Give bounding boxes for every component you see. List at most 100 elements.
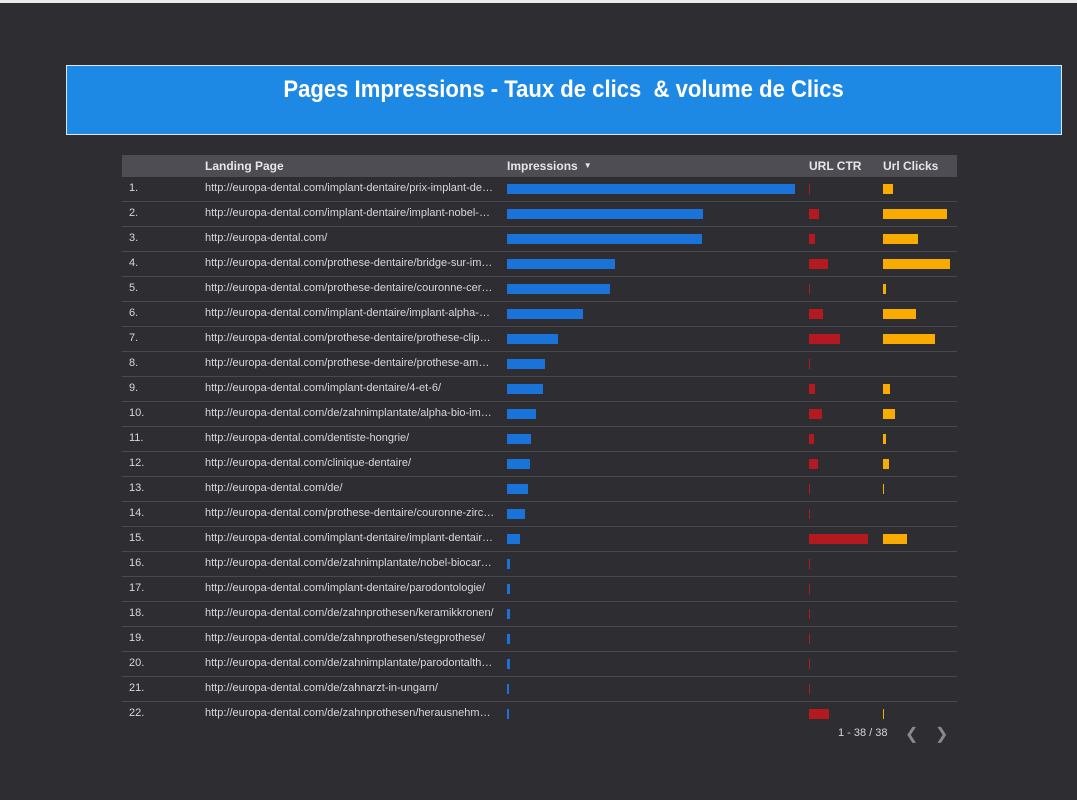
impressions-bar bbox=[507, 484, 528, 494]
table-row[interactable]: 1. http://europa-dental.com/implant-denta… bbox=[122, 177, 957, 202]
landing-page-url: http://europa-dental.com/prothese-dentai… bbox=[205, 507, 495, 519]
chevron-right-icon[interactable]: ❯ bbox=[935, 726, 949, 743]
ctr-bar bbox=[809, 259, 828, 269]
impressions-bar bbox=[507, 259, 615, 269]
table-row[interactable]: 9. http://europa-dental.com/implant-denta… bbox=[122, 377, 957, 402]
impressions-bar bbox=[507, 634, 510, 644]
impressions-bar bbox=[507, 684, 509, 694]
clicks-bar bbox=[883, 709, 884, 719]
row-index: 22. bbox=[129, 707, 145, 719]
impressions-bar bbox=[507, 584, 510, 594]
clicks-bar bbox=[883, 234, 918, 244]
top-edge-line bbox=[0, 0, 1077, 3]
row-index: 17. bbox=[129, 582, 145, 594]
landing-page-url: http://europa-dental.com/clinique-dentai… bbox=[205, 457, 412, 469]
impressions-bar bbox=[507, 434, 531, 444]
landing-page-url: http://europa-dental.com/de/zahnimplanta… bbox=[205, 657, 495, 669]
landing-page-url: http://europa-dental.com/prothese-dentai… bbox=[205, 332, 495, 344]
table-row[interactable]: 13. http://europa-dental.com/de/ bbox=[122, 477, 957, 502]
impressions-bar bbox=[507, 534, 520, 544]
row-index: 7. bbox=[129, 332, 139, 344]
table-row[interactable]: 14. http://europa-dental.com/prothese-den… bbox=[122, 502, 957, 527]
clicks-bar bbox=[883, 209, 947, 219]
ctr-bar bbox=[809, 409, 822, 419]
landing-page-url: http://europa-dental.com/prothese-dentai… bbox=[205, 257, 495, 269]
column-header-url-ctr[interactable]: URL CTR bbox=[809, 159, 862, 173]
clicks-bar bbox=[883, 459, 889, 469]
table-row[interactable]: 2. http://europa-dental.com/implant-denta… bbox=[122, 202, 957, 227]
row-index: 8. bbox=[129, 357, 139, 369]
clicks-bar bbox=[883, 184, 893, 194]
table-row[interactable]: 18. http://europa-dental.com/de/zahnproth… bbox=[122, 602, 957, 627]
table-row[interactable]: 4. http://europa-dental.com/prothese-dent… bbox=[122, 252, 957, 277]
ctr-bar bbox=[809, 384, 815, 394]
ctr-bar bbox=[809, 709, 829, 719]
pagination-status: 1 - 38 / 38 bbox=[838, 727, 888, 739]
table-row[interactable]: 8. http://europa-dental.com/prothese-dent… bbox=[122, 352, 957, 377]
landing-page-url: http://europa-dental.com/de/zahnarzt-in-… bbox=[205, 682, 438, 694]
row-index: 19. bbox=[129, 632, 145, 644]
landing-page-url: http://europa-dental.com/de/ bbox=[205, 482, 343, 494]
landing-page-url: http://europa-dental.com/implant-dentair… bbox=[205, 382, 442, 394]
table-row[interactable]: 7. http://europa-dental.com/prothese-dent… bbox=[122, 327, 957, 352]
clicks-bar bbox=[883, 434, 886, 444]
table-row[interactable]: 16. http://europa-dental.com/de/zahnimpla… bbox=[122, 552, 957, 577]
table-row[interactable]: 19. http://europa-dental.com/de/zahnproth… bbox=[122, 627, 957, 652]
ctr-bar bbox=[809, 559, 810, 569]
row-index: 9. bbox=[129, 382, 139, 394]
ctr-bar bbox=[809, 359, 810, 369]
column-header-impressions-label: Impressions bbox=[507, 159, 578, 173]
table-row[interactable]: 15. http://europa-dental.com/implant-dent… bbox=[122, 527, 957, 552]
ctr-bar bbox=[809, 234, 815, 244]
ctr-bar bbox=[809, 634, 810, 644]
clicks-bar bbox=[883, 284, 886, 294]
row-index: 10. bbox=[129, 407, 145, 419]
row-index: 3. bbox=[129, 232, 139, 244]
table-row[interactable]: 17. http://europa-dental.com/implant-dent… bbox=[122, 577, 957, 602]
clicks-bar bbox=[883, 384, 890, 394]
table-row[interactable]: 10. http://europa-dental.com/de/zahnimpla… bbox=[122, 402, 957, 427]
impressions-bar bbox=[507, 234, 702, 244]
row-index: 13. bbox=[129, 482, 145, 494]
impressions-bar bbox=[507, 284, 610, 294]
landing-page-url: http://europa-dental.com/dentiste-hongri… bbox=[205, 432, 410, 444]
table-header: Landing Page Impressions ▼ URL CTR Url Cl… bbox=[122, 155, 957, 177]
landing-page-url: http://europa-dental.com/de/zahnprothese… bbox=[205, 707, 495, 719]
impressions-bar bbox=[507, 209, 703, 219]
impressions-bar bbox=[507, 459, 530, 469]
table-row[interactable]: 3. http://europa-dental.com/ bbox=[122, 227, 957, 252]
row-index: 11. bbox=[129, 432, 144, 444]
ctr-bar bbox=[809, 434, 814, 444]
ctr-bar bbox=[809, 309, 823, 319]
table-row[interactable]: 22. http://europa-dental.com/de/zahnproth… bbox=[122, 702, 957, 725]
table-row[interactable]: 5. http://europa-dental.com/prothese-dent… bbox=[122, 277, 957, 302]
table-row[interactable]: 20. http://europa-dental.com/de/zahnimpla… bbox=[122, 652, 957, 677]
landing-page-url: http://europa-dental.com/de/zahnimplanta… bbox=[205, 557, 495, 569]
table-row[interactable]: 6. http://europa-dental.com/implant-denta… bbox=[122, 302, 957, 327]
column-header-landing-page[interactable]: Landing Page bbox=[205, 159, 284, 173]
row-index: 16. bbox=[129, 557, 145, 569]
column-header-impressions[interactable]: Impressions ▼ bbox=[507, 159, 592, 173]
impressions-bar bbox=[507, 609, 510, 619]
impressions-bar bbox=[507, 409, 536, 419]
ctr-bar bbox=[809, 459, 818, 469]
column-header-url-clicks[interactable]: Url Clicks bbox=[883, 159, 939, 173]
impressions-bar bbox=[507, 334, 558, 344]
ctr-bar bbox=[809, 584, 810, 594]
sort-descending-icon: ▼ bbox=[583, 161, 592, 170]
impressions-bar bbox=[507, 184, 795, 194]
table-row[interactable]: 21. http://europa-dental.com/de/zahnarzt-… bbox=[122, 677, 957, 702]
row-index: 18. bbox=[129, 607, 145, 619]
table-row[interactable]: 12. http://europa-dental.com/clinique-den… bbox=[122, 452, 957, 477]
table-row[interactable]: 11. http://europa-dental.com/dentiste-hon… bbox=[122, 427, 957, 452]
landing-page-url: http://europa-dental.com/implant-dentair… bbox=[205, 532, 495, 544]
landing-page-url: http://europa-dental.com/implant-dentair… bbox=[205, 582, 486, 594]
chevron-left-icon[interactable]: ❮ bbox=[905, 726, 919, 743]
ctr-bar bbox=[809, 659, 810, 669]
ctr-bar bbox=[809, 534, 868, 544]
row-index: 4. bbox=[129, 257, 139, 269]
row-index: 1. bbox=[129, 182, 139, 194]
impressions-bar bbox=[507, 509, 525, 519]
landing-page-url: http://europa-dental.com/de/zahnimplanta… bbox=[205, 407, 495, 419]
impressions-bar bbox=[507, 709, 509, 719]
